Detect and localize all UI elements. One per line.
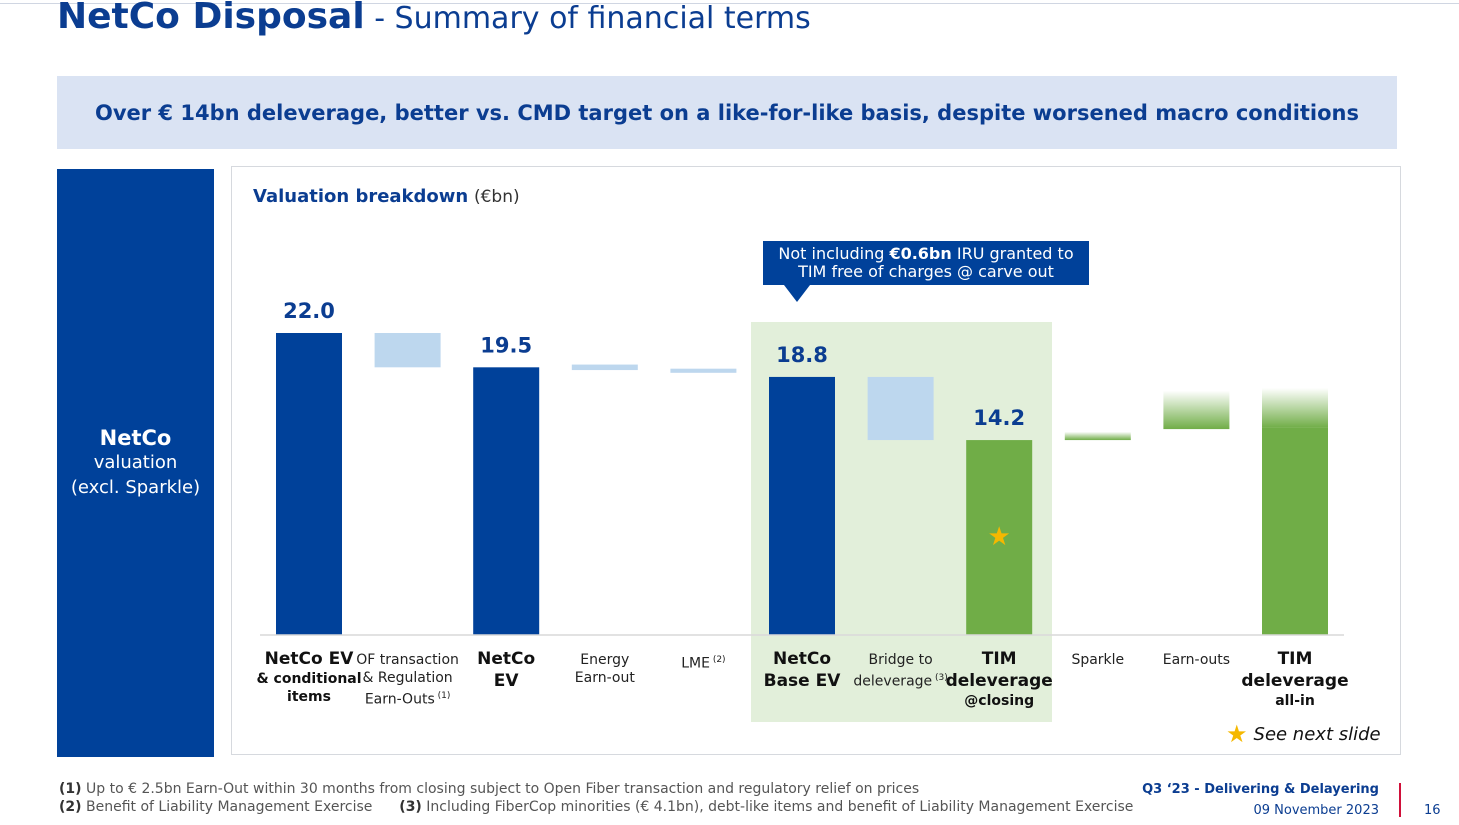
bar-2: [473, 367, 540, 635]
sidebar-line1: NetCo: [99, 426, 172, 450]
bar-7: [966, 440, 1033, 635]
category-label-1-l3: Earn-Outs (1): [364, 691, 451, 708]
category-label-9: Earn-outs: [1136, 651, 1256, 669]
data-label-5: 18.8: [776, 343, 828, 367]
bar-9: [1163, 390, 1230, 430]
bar-6: [867, 376, 934, 441]
key-message-banner: Over € 14bn deleverage, better vs. CMD t…: [57, 76, 1397, 149]
page-number: 16: [1424, 803, 1441, 818]
category-label-6: Bridge to deleverage (3): [841, 651, 961, 691]
chart-panel: [231, 166, 1401, 755]
data-label-2: 19.5: [480, 333, 532, 357]
category-label-7-sub: @closing: [964, 693, 1035, 709]
category-label-10-main: TIM: [1277, 649, 1313, 669]
category-label-7-main2: deleverage: [945, 671, 1053, 691]
category-label-1-l1: OF transaction: [356, 652, 459, 668]
footer-date: 09 November 2023: [1253, 803, 1379, 818]
category-label-3: Energy Earn-out: [545, 651, 665, 687]
footer-divider: [1399, 783, 1401, 817]
category-label-3-l1: Energy: [580, 652, 630, 668]
footnote-1-text: Up to € 2.5bn Earn-Out within 30 months …: [81, 781, 920, 797]
callout-box: Not including €0.6bn IRU granted to TIM …: [763, 241, 1089, 285]
data-label-0: 22.0: [283, 299, 335, 323]
category-label-9-l1: Earn-outs: [1162, 652, 1231, 668]
chart-title: Valuation breakdown (€bn): [253, 186, 520, 207]
category-label-2-main: NetCo: [477, 649, 536, 669]
page-title-rest: - Summary of financial terms: [364, 1, 811, 36]
bar-10: [1262, 427, 1328, 635]
star-icon-bar: ★: [988, 522, 1011, 552]
callout-suffix: IRU granted to TIM free of charges @ car…: [798, 244, 1074, 281]
category-label-0: NetCo EV & conditional items: [249, 648, 369, 706]
sidebar-line3: (excl. Sparkle): [70, 477, 201, 498]
callout-prefix: Not including: [778, 244, 890, 263]
footnote-2-num: (2): [59, 799, 82, 815]
footnote-1: (1) Up to € 2.5bn Earn-Out within 30 mon…: [59, 781, 919, 797]
category-label-0-sub: & conditional items: [256, 671, 362, 705]
category-label-2-main2: EV: [493, 671, 519, 691]
footnote-2-text: Benefit of Liability Management Exercise: [81, 799, 373, 815]
bar-8: [1064, 431, 1131, 441]
bar-0: [276, 333, 342, 635]
banner-text: Over € 14bn deleverage, better vs. CMD t…: [94, 100, 1360, 125]
bar-5: [769, 376, 835, 635]
category-label-1-l2: & Regulation: [362, 670, 453, 686]
footer-presentation: Q3 ‘23 - Delivering & Delayering: [1142, 782, 1379, 797]
category-label-3-l2: Earn-out: [574, 670, 635, 686]
category-label-8: Sparkle: [1038, 651, 1158, 669]
chart-title-text: Valuation breakdown: [253, 186, 469, 207]
callout-bold: €0.6bn: [889, 244, 952, 263]
category-label-6-l1: Bridge to: [868, 652, 933, 668]
category-label-4-l1: LME (2): [681, 655, 726, 672]
page-title: NetCo Disposal - Summary of financial te…: [57, 0, 811, 37]
category-label-7: TIM deleverage @closing: [939, 648, 1059, 710]
bar-3: [571, 364, 638, 371]
legend-text: See next slide: [1253, 724, 1381, 745]
category-label-5-main: NetCo: [772, 649, 832, 669]
category-label-0-main: NetCo EV: [264, 649, 354, 669]
category-label-4: LME (2): [643, 651, 763, 673]
top-rule: [0, 3, 1459, 4]
category-label-10-main2: deleverage: [1241, 671, 1349, 691]
bar-fade-top-10: [1262, 387, 1328, 428]
chart-unit: (€bn): [473, 187, 520, 207]
category-label-5-main2: Base EV: [763, 671, 841, 691]
footnote-ref-6: (3): [932, 673, 948, 683]
sidebar-line2: valuation: [93, 452, 178, 473]
category-label-6-l2: deleverage (3): [853, 673, 948, 690]
footnote-ref-1: (1): [434, 691, 451, 701]
page-title-bold: NetCo Disposal: [57, 0, 365, 37]
footnote-2-3: (2) Benefit of Liability Management Exer…: [59, 799, 1133, 815]
footnote-1-num: (1): [59, 781, 82, 797]
category-label-5: NetCo Base EV: [742, 648, 862, 692]
sidebar-netco-valuation: NetCo valuation (excl. Sparkle): [57, 169, 214, 757]
category-label-8-l1: Sparkle: [1071, 652, 1125, 668]
category-label-10: TIM deleverage all-in: [1235, 648, 1355, 710]
bar-1: [374, 333, 441, 368]
data-label-7: 14.2: [973, 406, 1025, 430]
category-label-1: OF transaction & Regulation Earn-Outs (1): [348, 651, 468, 709]
footnote-3-num: (3): [399, 799, 422, 815]
category-label-10-sub: all-in: [1275, 693, 1315, 709]
bar-4: [670, 368, 737, 373]
footnote-3-text: Including FiberCop minorities (€ 4.1bn),…: [421, 799, 1134, 815]
footnote-ref-4: (2): [709, 655, 726, 665]
callout-arrow: [784, 285, 810, 302]
star-icon: ★: [1226, 720, 1248, 748]
category-label-2: NetCo EV: [446, 648, 566, 692]
category-label-7-main: TIM: [981, 649, 1017, 669]
legend: ★ See next slide: [1226, 720, 1381, 748]
